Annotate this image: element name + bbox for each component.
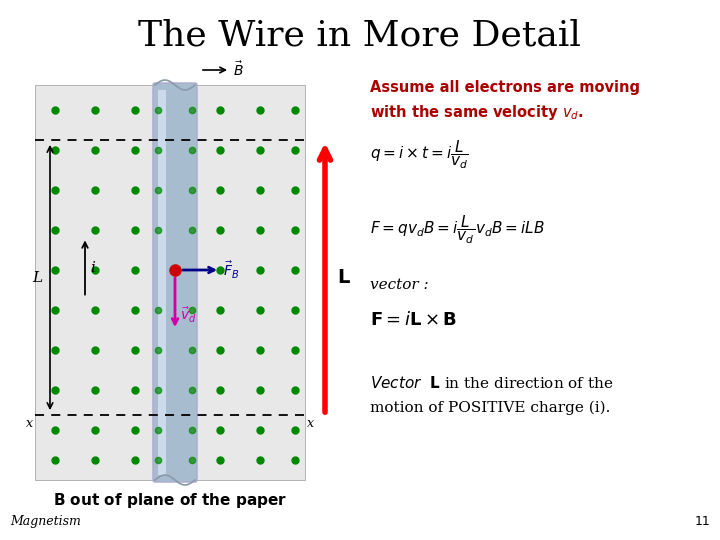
Text: i: i xyxy=(90,260,95,274)
Text: $\mathbf{B}$ out of plane of the paper: $\mathbf{B}$ out of plane of the paper xyxy=(53,490,287,510)
Text: $\it{Vector}$  $\mathbf{L}$ in the direction of the
motion of POSITIVE charge (i: $\it{Vector}$ $\mathbf{L}$ in the direct… xyxy=(370,375,613,415)
Text: x: x xyxy=(307,417,314,430)
Text: $\mathbf{F} = i\mathbf{L} \times \mathbf{B}$: $\mathbf{F} = i\mathbf{L} \times \mathbf… xyxy=(370,311,457,329)
Text: L: L xyxy=(337,268,349,287)
Text: $\vec{v}_d$: $\vec{v}_d$ xyxy=(180,306,197,325)
FancyBboxPatch shape xyxy=(153,83,197,482)
Bar xyxy=(158,90,166,475)
Text: x: x xyxy=(26,417,33,430)
Text: Magnetism: Magnetism xyxy=(10,515,81,528)
Text: 11: 11 xyxy=(694,515,710,528)
Bar xyxy=(35,85,305,480)
Text: $\vec{B}$: $\vec{B}$ xyxy=(233,60,243,79)
Text: L: L xyxy=(32,271,42,285)
Text: The Wire in More Detail: The Wire in More Detail xyxy=(138,18,582,52)
Text: $F = qv_d B = i\dfrac{L}{v_d}v_d B = iLB$: $F = qv_d B = i\dfrac{L}{v_d}v_d B = iLB… xyxy=(370,214,545,246)
Text: vector :: vector : xyxy=(370,278,428,292)
Text: $\vec{F}_B$: $\vec{F}_B$ xyxy=(223,260,239,280)
Text: $q = i \times t = i\dfrac{L}{v_d}$: $q = i \times t = i\dfrac{L}{v_d}$ xyxy=(370,139,469,171)
Text: Assume all electrons are moving
with the same velocity $v_d$.: Assume all electrons are moving with the… xyxy=(370,80,640,123)
